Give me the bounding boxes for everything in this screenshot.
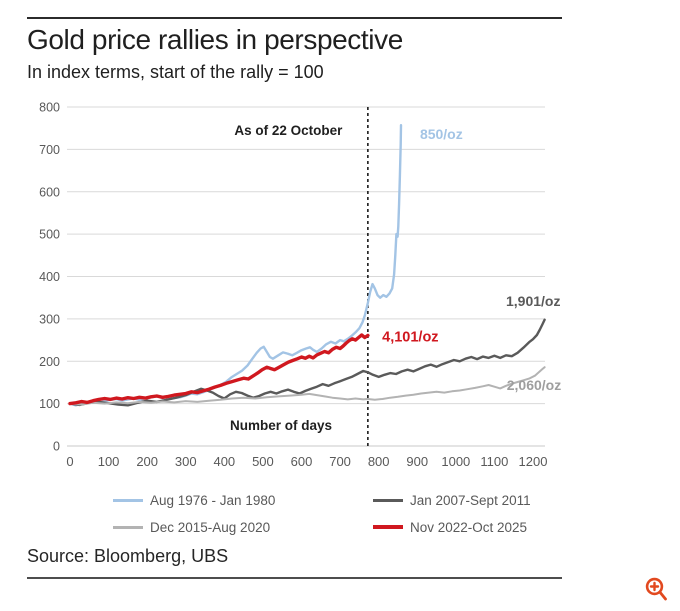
x-tick-label-700: 700 xyxy=(329,454,351,469)
x-tick-label-0: 0 xyxy=(66,454,73,469)
gold-rallies-line-chart: 0 100 200 300 400 500 600 700 800 0 100 200 300 400 50… xyxy=(39,101,561,470)
y-tick-label-400: 400 xyxy=(39,270,60,284)
legend-swatch-aug1976 xyxy=(113,498,143,502)
x-tick-label-300: 300 xyxy=(175,454,197,469)
bottom-divider xyxy=(27,577,562,579)
y-tick-label-700: 700 xyxy=(39,143,60,157)
legend-label-nov2022: Nov 2022-Oct 2025 xyxy=(410,519,528,535)
series-line-1 xyxy=(68,318,546,407)
series-line-2 xyxy=(69,366,546,406)
y-tick-label-800: 800 xyxy=(39,101,60,115)
legend-item-dec2015: Dec 2015-Aug 2020 xyxy=(113,518,373,536)
x-tick-label-500: 500 xyxy=(252,454,274,469)
series-line-0 xyxy=(68,123,403,407)
x-tick-label-1200: 1200 xyxy=(519,454,548,469)
magnifier-plus-icon xyxy=(645,577,667,601)
page-title: Gold price rallies in perspective xyxy=(27,24,403,55)
y-tick-label-500: 500 xyxy=(39,228,60,242)
legend-swatch-dec2015 xyxy=(113,525,143,529)
x-tick-label-1100: 1100 xyxy=(480,454,508,469)
annotation-3: 4,101/oz xyxy=(382,330,438,346)
page-subtitle: In index terms, start of the rally = 100 xyxy=(27,62,324,82)
y-tick-label-200: 200 xyxy=(39,355,60,369)
legend-swatch-jan2007 xyxy=(373,498,403,502)
x-tick-label-200: 200 xyxy=(136,454,158,469)
x-tick-label-1000: 1000 xyxy=(441,454,470,469)
y-tick-label-300: 300 xyxy=(39,312,60,326)
legend-item-aug1976: Aug 1976 - Jan 1980 xyxy=(113,491,373,509)
legend-item-jan2007: Jan 2007-Sept 2011 xyxy=(373,491,531,509)
annotation-2: 1,901/oz xyxy=(506,293,560,309)
top-divider xyxy=(27,17,562,19)
x-tick-label-800: 800 xyxy=(368,454,390,469)
annotation-0: As of 22 October xyxy=(234,123,343,138)
y-tick-label-0: 0 xyxy=(53,440,60,454)
x-tick-label-100: 100 xyxy=(98,454,120,469)
y-tick-label-100: 100 xyxy=(39,397,60,411)
legend-label-jan2007: Jan 2007-Sept 2011 xyxy=(410,492,531,508)
annotation-5: Number of days xyxy=(230,418,332,433)
x-tick-label-600: 600 xyxy=(291,454,313,469)
annotation-1: 850/oz xyxy=(420,126,463,142)
x-tick-label-400: 400 xyxy=(213,454,235,469)
series-line-3 xyxy=(68,333,370,406)
zoom-button[interactable] xyxy=(644,576,670,606)
annotation-4: 2,060/oz xyxy=(507,377,561,393)
x-tick-label-900: 900 xyxy=(406,454,428,469)
legend-item-nov2022: Nov 2022-Oct 2025 xyxy=(373,518,531,536)
chart-legend: Aug 1976 - Jan 1980 Jan 2007-Sept 2011 D… xyxy=(113,491,531,536)
legend-label-dec2015: Dec 2015-Aug 2020 xyxy=(150,519,271,535)
legend-label-aug1976: Aug 1976 - Jan 1980 xyxy=(150,492,276,508)
y-tick-label-600: 600 xyxy=(39,185,60,199)
legend-swatch-nov2022 xyxy=(373,525,403,529)
source-attribution: Source: Bloomberg, UBS xyxy=(27,546,229,566)
